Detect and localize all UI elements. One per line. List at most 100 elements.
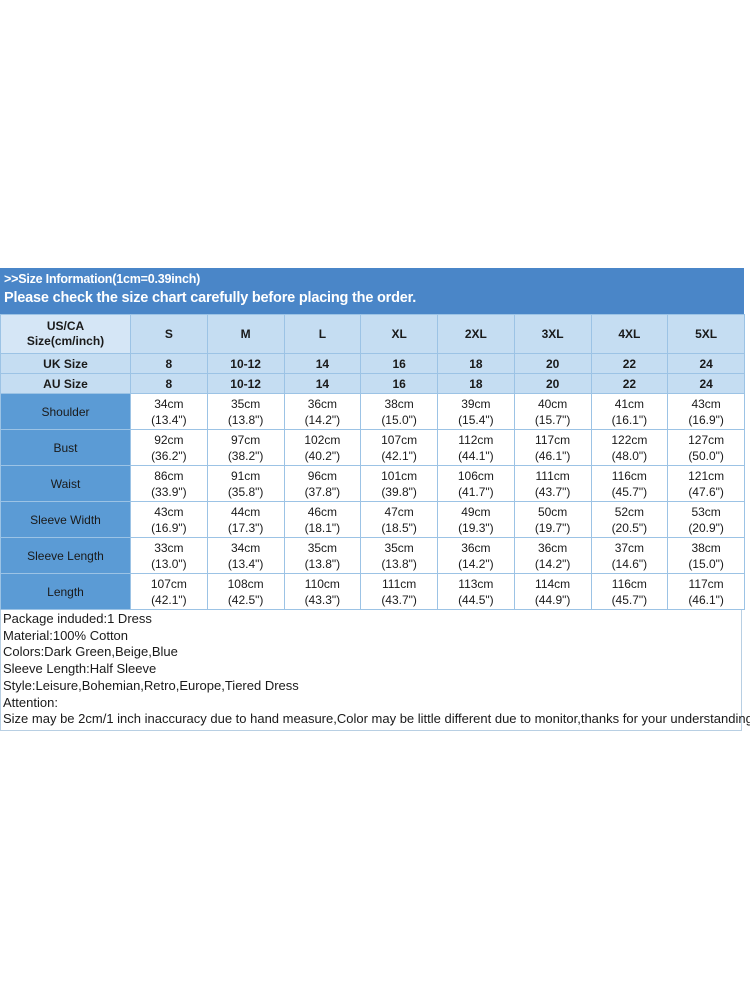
table-row: Sleeve Width 43cm (16.9") 44cm (17.3") 46cm (1…	[0, 501, 745, 538]
measurement-cell: 117cm (46.1")	[667, 573, 745, 610]
measurement-cell: 111cm (43.7")	[360, 573, 438, 610]
measurement-cell: 114cm (44.9")	[513, 573, 592, 610]
column-header-size: S	[130, 314, 208, 354]
measurement-row-label: Sleeve Width	[0, 501, 131, 538]
measurement-cm: 110cm	[304, 576, 340, 591]
measurement-cm: 46cm	[307, 504, 338, 519]
measurement-inch: (14.6")	[611, 556, 648, 571]
table-cell: 14	[283, 373, 362, 394]
measurement-cell: 39cm (15.4")	[437, 393, 515, 430]
table-row: UK Size 8 10-12 14 16 18 20 22 24	[0, 353, 745, 374]
measurement-inch: (39.8")	[381, 484, 417, 499]
size-chart-notice: Please check the size chart carefully be…	[4, 290, 417, 306]
measurement-cell: 86cm (33.9")	[130, 465, 208, 502]
measurement-inch: (50.0")	[688, 448, 724, 463]
table-cell: 18	[437, 353, 515, 374]
measurement-row-label: Length	[0, 573, 131, 610]
measurement-cm: 121cm	[688, 468, 725, 483]
measurement-cell: 127cm (50.0")	[667, 429, 745, 466]
measurement-inch: (36.2")	[151, 448, 187, 463]
measurement-cell: 35cm (13.8")	[360, 537, 438, 574]
table-row: AU Size 8 10-12 14 16 18 20 22 24	[0, 373, 745, 394]
measurement-cell: 34cm (13.4")	[130, 393, 208, 430]
measurement-cell: 34cm (13.4")	[206, 537, 285, 574]
corner-header-line-2: Size(cm/inch)	[26, 334, 105, 348]
measurement-cell: 43cm (16.9")	[130, 501, 208, 538]
measurement-inch: (44.5")	[458, 592, 494, 607]
measurement-inch: (19.7")	[534, 520, 571, 535]
measurement-cm: 49cm	[461, 504, 491, 519]
table-cell: 16	[360, 373, 438, 394]
table-cell: 10-12	[206, 353, 285, 374]
measurement-inch: (15.4")	[458, 412, 494, 427]
measurement-inch: (13.8")	[381, 556, 417, 571]
measurement-cell: 122cm (48.0")	[590, 429, 669, 466]
footer-line: Style:Leisure,Bohemian,Retro,Europe,Tier…	[3, 677, 299, 693]
measurement-inch: (33.9")	[151, 484, 187, 499]
measurement-cell: 117cm (46.1")	[513, 429, 592, 466]
measurement-cm: 112cm	[458, 432, 494, 447]
measurement-cell: 102cm (40.2")	[283, 429, 362, 466]
column-header-size: M	[206, 314, 285, 354]
measurement-cm: 36cm	[307, 396, 338, 411]
measurement-cell: 36cm (14.2")	[513, 537, 592, 574]
table-cell: 24	[667, 353, 745, 374]
table-row: Length 107cm (42.1") 108cm (42.5") 110cm (43.3…	[0, 573, 745, 610]
measurement-cm: 107cm	[150, 576, 187, 591]
table-cell: 14	[283, 353, 362, 374]
measurement-cm: 117cm	[688, 576, 724, 591]
measurement-inch: (19.3")	[458, 520, 494, 535]
measurement-cell: 43cm (16.9")	[667, 393, 745, 430]
measurement-inch: (38.2")	[227, 448, 264, 463]
measurement-row-label: Sleeve Length	[0, 537, 131, 574]
measurement-cm: 41cm	[614, 396, 645, 411]
measurement-inch: (17.3")	[227, 520, 264, 535]
size-chart-table: US/CA Size(cm/inch) S M L XL 2XL 3XL 4XL 5XL UK Si…	[0, 314, 745, 610]
measurement-cm: 36cm	[461, 540, 491, 555]
measurement-inch: (15.0")	[688, 556, 724, 571]
measurement-cm: 96cm	[307, 468, 338, 483]
measurement-cm: 91cm	[230, 468, 261, 483]
measurement-inch: (43.7")	[534, 484, 571, 499]
measurement-cell: 107cm (42.1")	[130, 573, 208, 610]
measurement-cm: 102cm	[304, 432, 341, 447]
measurement-cm: 113cm	[458, 576, 494, 591]
table-cell: 8	[130, 373, 208, 394]
measurement-inch: (46.1")	[534, 448, 571, 463]
measurement-cm: 39cm	[461, 396, 491, 411]
measurement-cell: 35cm (13.8")	[283, 537, 362, 574]
column-header-size: 2XL	[437, 314, 515, 354]
measurement-inch: (13.8")	[227, 412, 264, 427]
measurement-inch: (44.1")	[458, 448, 494, 463]
measurement-cm: 35cm	[307, 540, 338, 555]
column-header-size: L	[283, 314, 362, 354]
measurement-cell: 40cm (15.7")	[513, 393, 592, 430]
table-row: Bust 92cm (36.2") 97cm (38.2") 102cm (40.2") 10…	[0, 429, 745, 466]
measurement-cell: 49cm (19.3")	[437, 501, 515, 538]
measurement-cell: 47cm (18.5")	[360, 501, 438, 538]
footer-line: Sleeve Length:Half Sleeve	[3, 661, 157, 677]
measurement-cm: 40cm	[537, 396, 568, 411]
measurement-cm: 38cm	[384, 396, 414, 411]
table-cell: 18	[437, 373, 515, 394]
measurement-cell: 33cm (13.0")	[130, 537, 208, 574]
measurement-inch: (14.2")	[458, 556, 494, 571]
footer-line: Attention:	[3, 694, 58, 710]
measurement-cell: 91cm (35.8")	[206, 465, 285, 502]
measurement-inch: (42.1")	[381, 448, 417, 463]
row-header-label: UK Size	[0, 353, 131, 374]
measurement-inch: (15.7")	[534, 412, 571, 427]
measurement-inch: (18.5")	[381, 520, 417, 535]
measurement-inch: (14.2")	[304, 412, 341, 427]
table-cell: 20	[513, 373, 592, 394]
measurement-cm: 107cm	[381, 432, 418, 447]
table-cell: 8	[130, 353, 208, 374]
measurement-cell: 46cm (18.1")	[283, 501, 362, 538]
measurement-cell: 38cm (15.0")	[667, 537, 745, 574]
measurement-cm: 97cm	[230, 432, 261, 447]
measurement-inch: (18.1")	[304, 520, 341, 535]
table-row: Waist 86cm (33.9") 91cm (35.8") 96cm (37.8") 10…	[0, 465, 745, 502]
measurement-cell: 41cm (16.1")	[590, 393, 669, 430]
measurement-cell: 52cm (20.5")	[590, 501, 669, 538]
measurement-cell: 112cm (44.1")	[437, 429, 515, 466]
